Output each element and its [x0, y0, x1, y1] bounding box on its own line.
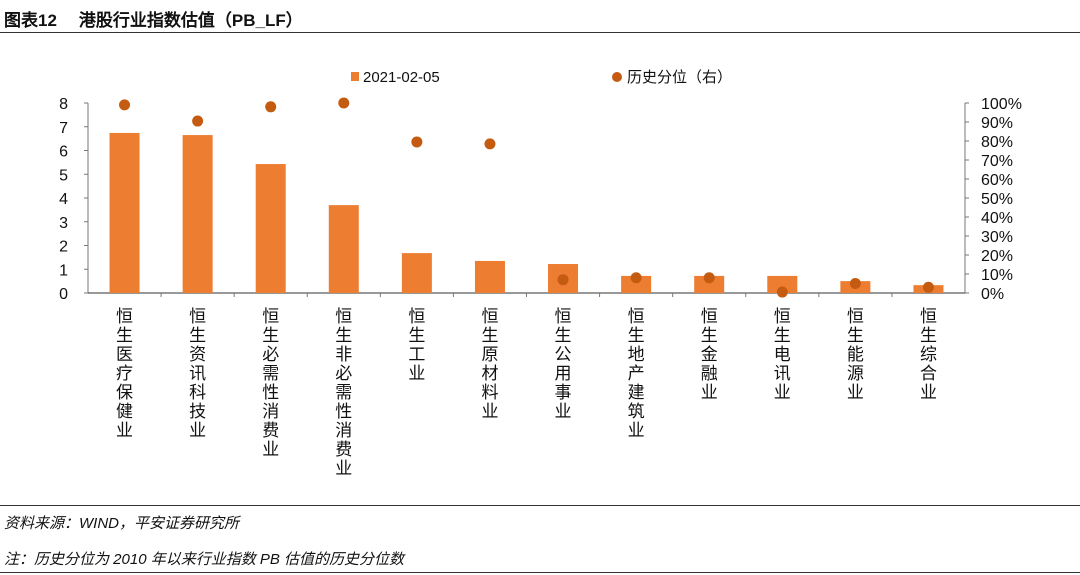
percentile-dot-5 — [484, 138, 496, 150]
y-tick-label: 6 — [59, 144, 68, 161]
bar-3 — [328, 205, 359, 293]
figure-title: 图表12 港股行业指数估值（PB_LF） — [4, 6, 303, 31]
y-tick-label: 3 — [59, 215, 68, 232]
bar-2 — [255, 164, 286, 293]
bar-0 — [109, 132, 140, 293]
figure-number: 图表12 — [4, 11, 57, 30]
category-label-5: 恒生原材料业 — [481, 307, 498, 421]
y-tick-label: 2 — [59, 239, 68, 256]
y2-tick-label: 90% — [981, 115, 1013, 132]
bar-8 — [694, 275, 725, 293]
category-label-8: 恒生金融业 — [701, 307, 718, 402]
y2-tick-label: 70% — [981, 153, 1013, 170]
percentile-dot-3 — [338, 97, 350, 109]
y-tick-label: 7 — [59, 120, 68, 137]
legend-dot-swatch — [612, 72, 622, 82]
footnote: 注：历史分位为 2010 年以来行业指数 PB 估值的历史分位数 — [4, 551, 405, 568]
bottom-divider — [0, 505, 1080, 506]
y2-tick-label: 0% — [981, 286, 1004, 303]
percentile-dot-9 — [776, 286, 788, 298]
top-divider — [0, 32, 1080, 33]
percentile-dot-7 — [630, 272, 642, 284]
y-tick-label: 8 — [59, 96, 68, 113]
y2-tick-label: 10% — [981, 267, 1013, 284]
category-label-11: 恒生综合业 — [920, 307, 937, 402]
bar-4 — [401, 253, 432, 293]
y2-tick-label: 40% — [981, 210, 1013, 227]
y2-tick-label: 60% — [981, 172, 1013, 189]
percentile-dot-4 — [411, 136, 423, 148]
y2-tick-label: 50% — [981, 191, 1013, 208]
category-label-4: 恒生工业 — [408, 307, 425, 383]
y-tick-label: 4 — [59, 191, 68, 208]
figure-title-text: 港股行业指数估值（PB_LF） — [78, 11, 303, 30]
percentile-dot-8 — [703, 272, 715, 284]
source-note: 资料来源：WIND，平安证券研究所 — [4, 515, 239, 532]
percentile-dot-1 — [192, 115, 204, 127]
y-tick-label: 0 — [59, 286, 68, 303]
y-tick-label: 1 — [59, 262, 68, 279]
bar-7 — [621, 275, 652, 293]
y2-tick-label: 30% — [981, 229, 1013, 246]
bar-9 — [767, 275, 798, 293]
footer-divider — [0, 572, 1080, 573]
bar-1 — [182, 135, 213, 293]
category-label-6: 恒生公用事业 — [555, 307, 572, 421]
legend-bar-swatch — [351, 72, 359, 81]
percentile-dot-2 — [265, 101, 277, 113]
legend-bar-label: 2021-02-05 — [363, 69, 440, 86]
y2-tick-label: 80% — [981, 134, 1013, 151]
y2-tick-label: 20% — [981, 248, 1013, 265]
chart: 0123456780%10%20%30%40%50%60%70%80%90%10… — [59, 69, 1022, 478]
bar-5 — [474, 260, 505, 293]
percentile-dot-6 — [557, 274, 569, 286]
percentile-dot-10 — [849, 278, 861, 289]
category-label-7: 恒生地产建筑业 — [628, 307, 645, 440]
y2-tick-label: 100% — [981, 96, 1022, 113]
category-label-3: 恒生非必需性消费业 — [335, 307, 352, 478]
category-label-10: 恒生能源业 — [847, 307, 864, 402]
y-tick-label: 5 — [59, 167, 68, 184]
category-label-0: 恒生医疗保健业 — [116, 307, 133, 440]
legend-dot-label: 历史分位（右） — [627, 69, 732, 86]
category-label-9: 恒生电讯业 — [774, 307, 791, 402]
percentile-dot-0 — [119, 99, 131, 111]
category-label-1: 恒生资讯科技业 — [189, 307, 206, 440]
category-label-2: 恒生必需性消费业 — [262, 307, 279, 459]
percentile-dot-11 — [922, 281, 934, 293]
